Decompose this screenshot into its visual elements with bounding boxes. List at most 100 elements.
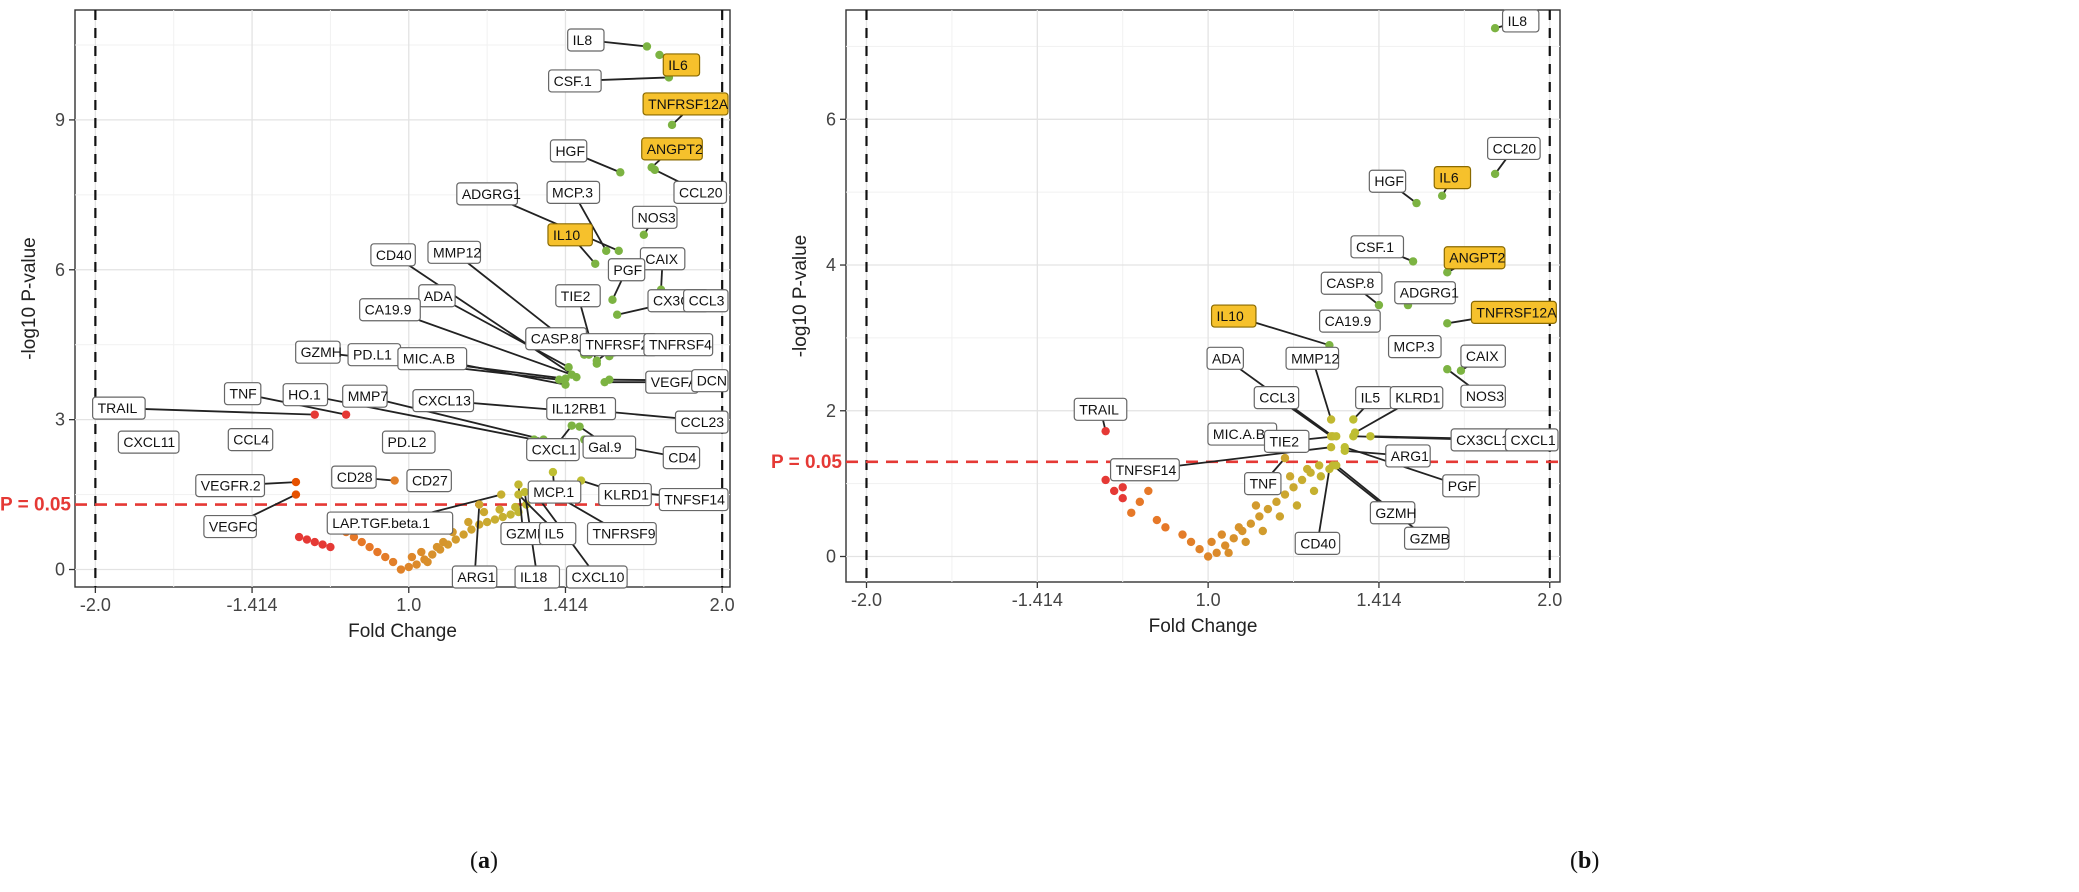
point-label-ada: ADA (1206, 346, 1244, 370)
point-label-tnfrsf21: TNFRSF21 (579, 333, 658, 357)
point-label-text: PD.L2 (388, 434, 427, 450)
data-point (1289, 483, 1298, 492)
point-label-text: ARG1 (1391, 448, 1429, 464)
data-point-gzmb (1332, 461, 1341, 470)
point-label-angpt2: ANGPT2 (1443, 246, 1506, 270)
label-leader-line (118, 407, 315, 416)
data-point-trail (310, 410, 319, 419)
data-point (495, 505, 504, 514)
y-tick-label: 0 (826, 546, 836, 566)
x-tick-label: -2.0 (80, 595, 111, 615)
data-point (388, 557, 398, 567)
data-point-cx3cl1 (612, 310, 622, 319)
point-label-text: CASP.8 (531, 331, 579, 347)
point-label-il10: IL10 (547, 223, 593, 247)
point-label-ccl4: CCL4 (227, 428, 274, 452)
data-point-hgf (616, 168, 625, 177)
data-point (1178, 530, 1187, 539)
label-leader-line (364, 395, 544, 441)
point-label-text: HO.1 (288, 387, 321, 403)
point-label-text: CCL4 (233, 432, 269, 448)
point-label-mmp7: MMP7 (342, 384, 388, 408)
point-label-box (1285, 346, 1340, 370)
point-label-text: NOS3 (1466, 388, 1504, 404)
point-label-box (643, 333, 714, 357)
point-label-tie2: TIE2 (1263, 429, 1310, 453)
data-point-il8 (1490, 24, 1500, 33)
point-label-text: CCL23 (681, 414, 725, 430)
point-label-ho-1: HO.1 (282, 383, 329, 407)
data-point-il10 (591, 259, 600, 268)
data-point (1241, 537, 1250, 547)
point-label-text: TIE2 (561, 288, 591, 304)
data-point-nos3 (639, 230, 649, 240)
point-label-box (427, 240, 482, 264)
point-label-csf-1: CSF.1 (1350, 235, 1405, 259)
point-label-text: ADA (424, 288, 453, 304)
point-label-csf-1: CSF.1 (548, 69, 602, 93)
data-point (482, 517, 492, 527)
point-label-gal-9: Gal.9 (582, 435, 637, 459)
data-point (1246, 519, 1256, 528)
data-point-il18 (520, 487, 529, 497)
data-point (357, 537, 366, 547)
y-tick-label: 6 (55, 260, 65, 280)
point-label-cd4: CD4 (662, 446, 701, 470)
point-label-ada: ADA (418, 284, 456, 308)
point-label-text: TNFRSF12A (1476, 304, 1557, 320)
caption-b: (b) (1570, 848, 1600, 874)
data-point-mmp12 (1326, 415, 1336, 424)
point-label-klrd1: KLRD1 (598, 482, 652, 507)
data-point-ca19-9 (567, 370, 576, 379)
data-point-lap-tgf-beta-1 (497, 490, 506, 499)
volcano-plot-b-svg: -2.0 -1.414 1.0 1.414 2.0 0 2 4 6 P = 0.05 Fold Ch… (771, 9, 1562, 637)
point-label-lap-tgf-beta-1: LAP.TGF.beta.1 (326, 511, 454, 535)
data-point-ada (564, 362, 573, 372)
point-label-text: CCL20 (679, 184, 723, 200)
point-label-cd40: CD40 (1294, 531, 1341, 555)
data-point (1255, 512, 1264, 521)
data-point (1275, 512, 1285, 521)
point-label-text: IL8 (1508, 13, 1528, 29)
data-point-ccl20 (1490, 169, 1500, 179)
data-point (459, 530, 468, 539)
data-point-tnfrsf21 (592, 356, 602, 365)
point-label-box (1387, 335, 1442, 359)
point-label-box (1385, 444, 1431, 468)
point-label-box (456, 182, 519, 206)
point-label-cxcl1: CXCL1 (1504, 428, 1559, 452)
point-label-text: CD27 (412, 473, 448, 489)
point-label-text: IL6 (668, 57, 688, 73)
point-label-text: PGF (1448, 478, 1477, 494)
point-label-mic-a-b: MIC.A.B (397, 347, 468, 371)
point-label-ccl3: CCL3 (682, 289, 729, 313)
point-label-il5: IL5 (538, 521, 577, 546)
p-value-threshold-label: P = 0.05 (0, 495, 71, 516)
point-label-box (1368, 169, 1407, 193)
point-label-trail: TRAIL (92, 396, 146, 420)
x-tick-label: 1.0 (396, 595, 421, 615)
data-point-vegfc (291, 490, 301, 499)
point-label-box (203, 514, 257, 539)
data-point (1118, 483, 1127, 492)
point-label-text: TNFSF14 (664, 492, 725, 508)
label-leader-line (436, 294, 570, 368)
data-point-caix (1456, 366, 1466, 375)
point-label-box (674, 410, 729, 434)
point-label-box (1318, 309, 1381, 333)
point-label-adgrg1: ADGRG1 (456, 182, 521, 206)
point-label-vegfr-2: VEGFR.2 (195, 473, 266, 498)
data-point-pgf (608, 295, 617, 304)
point-label-box (295, 340, 341, 364)
point-label-box (418, 284, 456, 308)
point-label-il5: IL5 (1355, 386, 1393, 410)
point-label-box (370, 243, 416, 267)
y-axis-label: -log10 P-value (790, 235, 811, 358)
data-point (451, 535, 460, 544)
point-label-text: CD40 (376, 247, 412, 263)
point-label-hgf: HGF (1368, 169, 1407, 193)
point-label-text: TNFRSF4 (649, 337, 712, 353)
point-label-text: GZMH (1375, 505, 1416, 521)
point-label-pd-l2: PD.L2 (381, 430, 436, 454)
data-point (1297, 475, 1307, 485)
